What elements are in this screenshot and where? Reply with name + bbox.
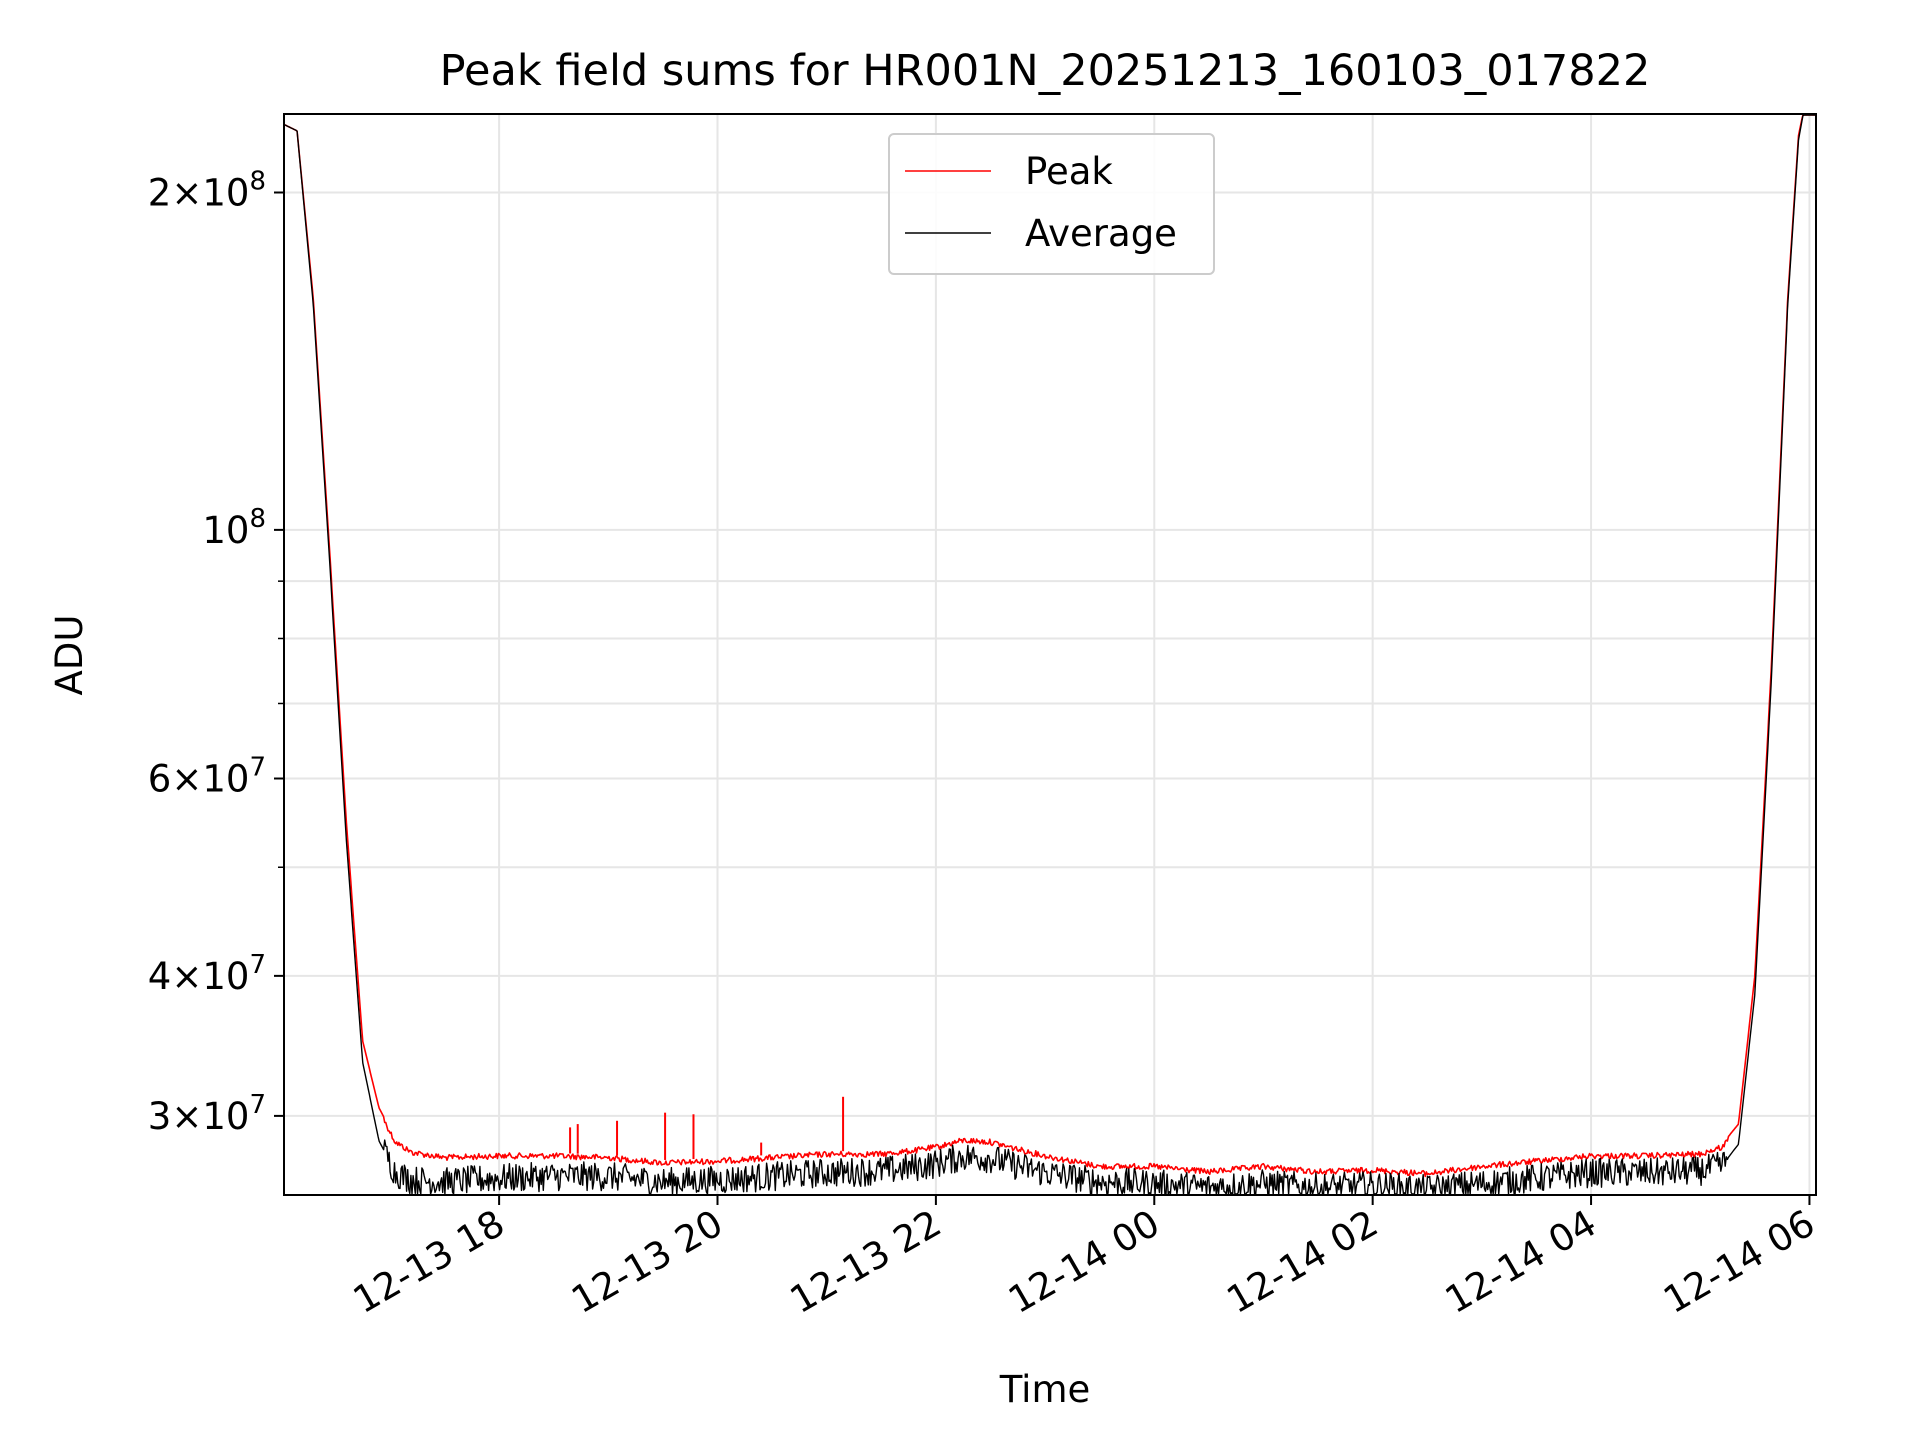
y-tick-label: 4×107 (148, 950, 266, 998)
y-tick-mantissa: 2 (148, 171, 172, 214)
legend-label-average: Average (1025, 212, 1177, 255)
y-tick-exponent: 7 (249, 1090, 266, 1120)
series-line-peak (283, 114, 1816, 1178)
legend-label-peak: Peak (1025, 150, 1113, 193)
y-tick-label: 6×107 (148, 753, 266, 801)
y-tick-mantissa: 3 (148, 1095, 172, 1138)
y-tick-exponent: 7 (249, 950, 266, 980)
chart-title: Peak field sums for HR001N_20251213_1601… (440, 46, 1651, 96)
series-line-average (283, 114, 1816, 1195)
legend-box (888, 133, 1215, 275)
y-tick-mantissa: 4 (148, 955, 172, 998)
y-tick-label: 3×107 (148, 1090, 266, 1138)
y-tick-exponent: 7 (249, 753, 266, 783)
legend: Peak Average (888, 133, 1215, 275)
plot-area (284, 114, 1816, 1195)
y-tick-mantissa: 6 (148, 758, 172, 801)
y-tick-label: 2×108 (148, 166, 266, 214)
y-axis-label: ADU (48, 615, 91, 696)
series-layer (283, 114, 1816, 1195)
y-tick-label: 108 (202, 504, 266, 552)
y-axis: 3×107 4×107 6×107 108 2×108 (148, 166, 284, 1138)
y-tick-exponent: 8 (249, 166, 266, 196)
x-axis-label: Time (999, 1368, 1091, 1411)
y-gridlines (284, 191, 1816, 1117)
y-tick-exponent: 8 (249, 504, 266, 534)
x-gridlines (498, 114, 1811, 1195)
plot-frame (283, 113, 1817, 1196)
